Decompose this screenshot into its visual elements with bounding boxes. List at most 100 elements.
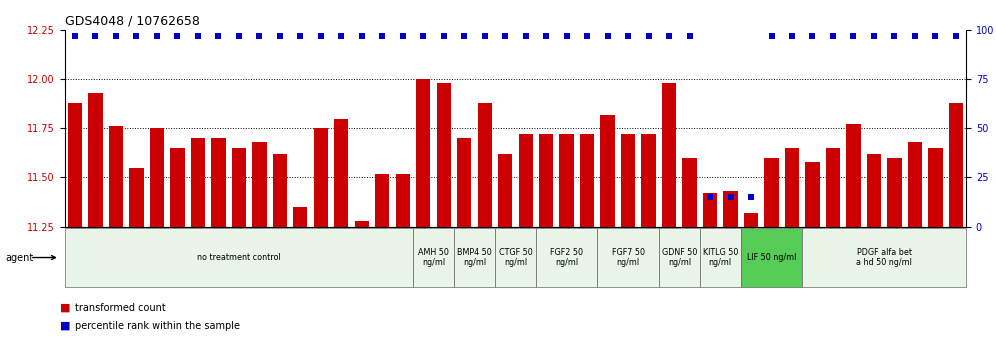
Text: percentile rank within the sample: percentile rank within the sample	[75, 321, 240, 331]
Bar	[498, 154, 512, 227]
Point	[702, 194, 718, 200]
Point	[394, 33, 410, 39]
Bar	[334, 119, 349, 227]
Text: CTGF 50
ng/ml: CTGF 50 ng/ml	[499, 248, 532, 267]
Text: FGF2 50
ng/ml: FGF2 50 ng/ml	[550, 248, 583, 267]
Text: BMP4 50
ng/ml: BMP4 50 ng/ml	[457, 248, 492, 267]
Bar	[847, 124, 861, 227]
Bar	[190, 138, 205, 227]
Point	[149, 33, 165, 39]
Bar	[662, 83, 676, 227]
Bar	[867, 154, 881, 227]
Point	[374, 33, 390, 39]
Point	[825, 33, 841, 39]
Bar	[887, 158, 901, 227]
Text: agent: agent	[5, 252, 33, 263]
Bar	[949, 103, 963, 227]
Point	[231, 33, 247, 39]
Bar	[109, 126, 124, 227]
Point	[456, 33, 472, 39]
Text: ■: ■	[60, 303, 71, 313]
Point	[927, 33, 943, 39]
Point	[538, 33, 554, 39]
Text: PDGF alfa bet
a hd 50 ng/ml: PDGF alfa bet a hd 50 ng/ml	[857, 248, 912, 267]
Bar	[477, 103, 492, 227]
Text: ■: ■	[60, 321, 71, 331]
Bar	[826, 148, 841, 227]
Point	[477, 33, 493, 39]
Bar	[170, 148, 184, 227]
Point	[805, 33, 821, 39]
Bar	[519, 134, 533, 227]
Bar	[539, 134, 554, 227]
Bar	[621, 134, 635, 227]
Bar	[802, 228, 966, 287]
Bar	[68, 103, 82, 227]
Point	[108, 33, 124, 39]
Bar	[536, 228, 598, 287]
Bar	[641, 134, 655, 227]
Bar	[273, 154, 287, 227]
Text: LIF 50 ng/ml: LIF 50 ng/ml	[747, 253, 796, 262]
Bar	[785, 148, 799, 227]
Point	[559, 33, 575, 39]
Bar	[741, 228, 802, 287]
Bar	[314, 128, 328, 227]
Text: AMH 50
ng/ml: AMH 50 ng/ml	[418, 248, 449, 267]
Bar	[211, 138, 225, 227]
Bar	[416, 79, 430, 227]
Text: FGF7 50
ng/ml: FGF7 50 ng/ml	[612, 248, 644, 267]
Bar	[658, 228, 700, 287]
Point	[293, 33, 309, 39]
Bar	[580, 134, 595, 227]
Point	[579, 33, 595, 39]
Text: GDS4048 / 10762658: GDS4048 / 10762658	[65, 15, 199, 28]
Point	[88, 33, 104, 39]
Point	[948, 33, 964, 39]
Point	[334, 33, 350, 39]
Bar	[149, 128, 164, 227]
Bar	[65, 228, 413, 287]
Point	[784, 33, 800, 39]
Point	[764, 33, 780, 39]
Bar	[598, 228, 658, 287]
Bar	[601, 115, 615, 227]
Bar	[457, 138, 471, 227]
Bar	[560, 134, 574, 227]
Bar	[723, 191, 738, 227]
Point	[866, 33, 881, 39]
Point	[190, 33, 206, 39]
Text: transformed count: transformed count	[75, 303, 165, 313]
Point	[354, 33, 370, 39]
Point	[661, 33, 677, 39]
Bar	[806, 162, 820, 227]
Point	[640, 33, 656, 39]
Point	[251, 33, 267, 39]
Point	[886, 33, 902, 39]
Bar	[375, 173, 389, 227]
Bar	[495, 228, 536, 287]
Bar	[395, 173, 410, 227]
Point	[621, 33, 636, 39]
Bar	[355, 221, 369, 227]
Point	[210, 33, 226, 39]
Bar	[293, 207, 308, 227]
Text: KITLG 50
ng/ml: KITLG 50 ng/ml	[702, 248, 738, 267]
Point	[743, 194, 759, 200]
Point	[497, 33, 513, 39]
Bar	[413, 228, 454, 287]
Bar	[436, 83, 451, 227]
Point	[313, 33, 329, 39]
Point	[415, 33, 431, 39]
Bar	[928, 148, 942, 227]
Point	[518, 33, 534, 39]
Bar	[232, 148, 246, 227]
Point	[128, 33, 144, 39]
Text: no treatment control: no treatment control	[197, 253, 281, 262]
Bar	[129, 167, 143, 227]
Point	[169, 33, 185, 39]
Bar	[703, 193, 717, 227]
Bar	[700, 228, 741, 287]
Point	[722, 194, 738, 200]
Bar	[252, 142, 267, 227]
